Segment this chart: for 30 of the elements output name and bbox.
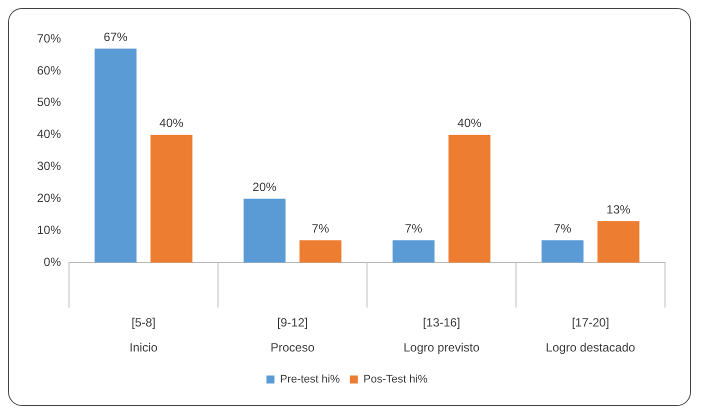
data-label: 7% [404,222,423,236]
data-label: 13% [606,202,631,216]
y-tick-label: 10% [36,222,62,237]
data-label: 20% [252,180,277,194]
y-tick-label: 20% [36,191,62,206]
bar [299,240,342,263]
x-tick-label: [13-16] Logro previsto [403,316,480,355]
bar [94,48,137,263]
bar [597,221,640,263]
x-tick-label: [5-8] Inicio [130,316,158,355]
data-label: 7% [554,222,572,236]
y-tick-label: 40% [36,127,62,142]
x-tick-label: [17-20] Logro destacado [546,316,636,355]
y-tick-label: 0% [44,254,62,269]
data-label: 67% [104,30,128,44]
bar [244,198,286,263]
bar [150,134,192,263]
legend-label: Pos-Test hi% [363,374,428,386]
y-tick-label: 70% [36,31,62,46]
bar [448,134,490,263]
y-tick-label: 50% [36,95,62,110]
x-tick-label: [9-12] Proceso [270,316,315,355]
data-label: 40% [457,116,482,130]
data-label: 40% [159,116,184,130]
legend-label: Pre-test hi% [280,374,340,386]
y-tick-label: 60% [36,63,62,78]
data-label: 7% [312,222,330,236]
bar [392,240,435,263]
bar [542,240,584,263]
y-tick-label: 30% [36,159,62,174]
